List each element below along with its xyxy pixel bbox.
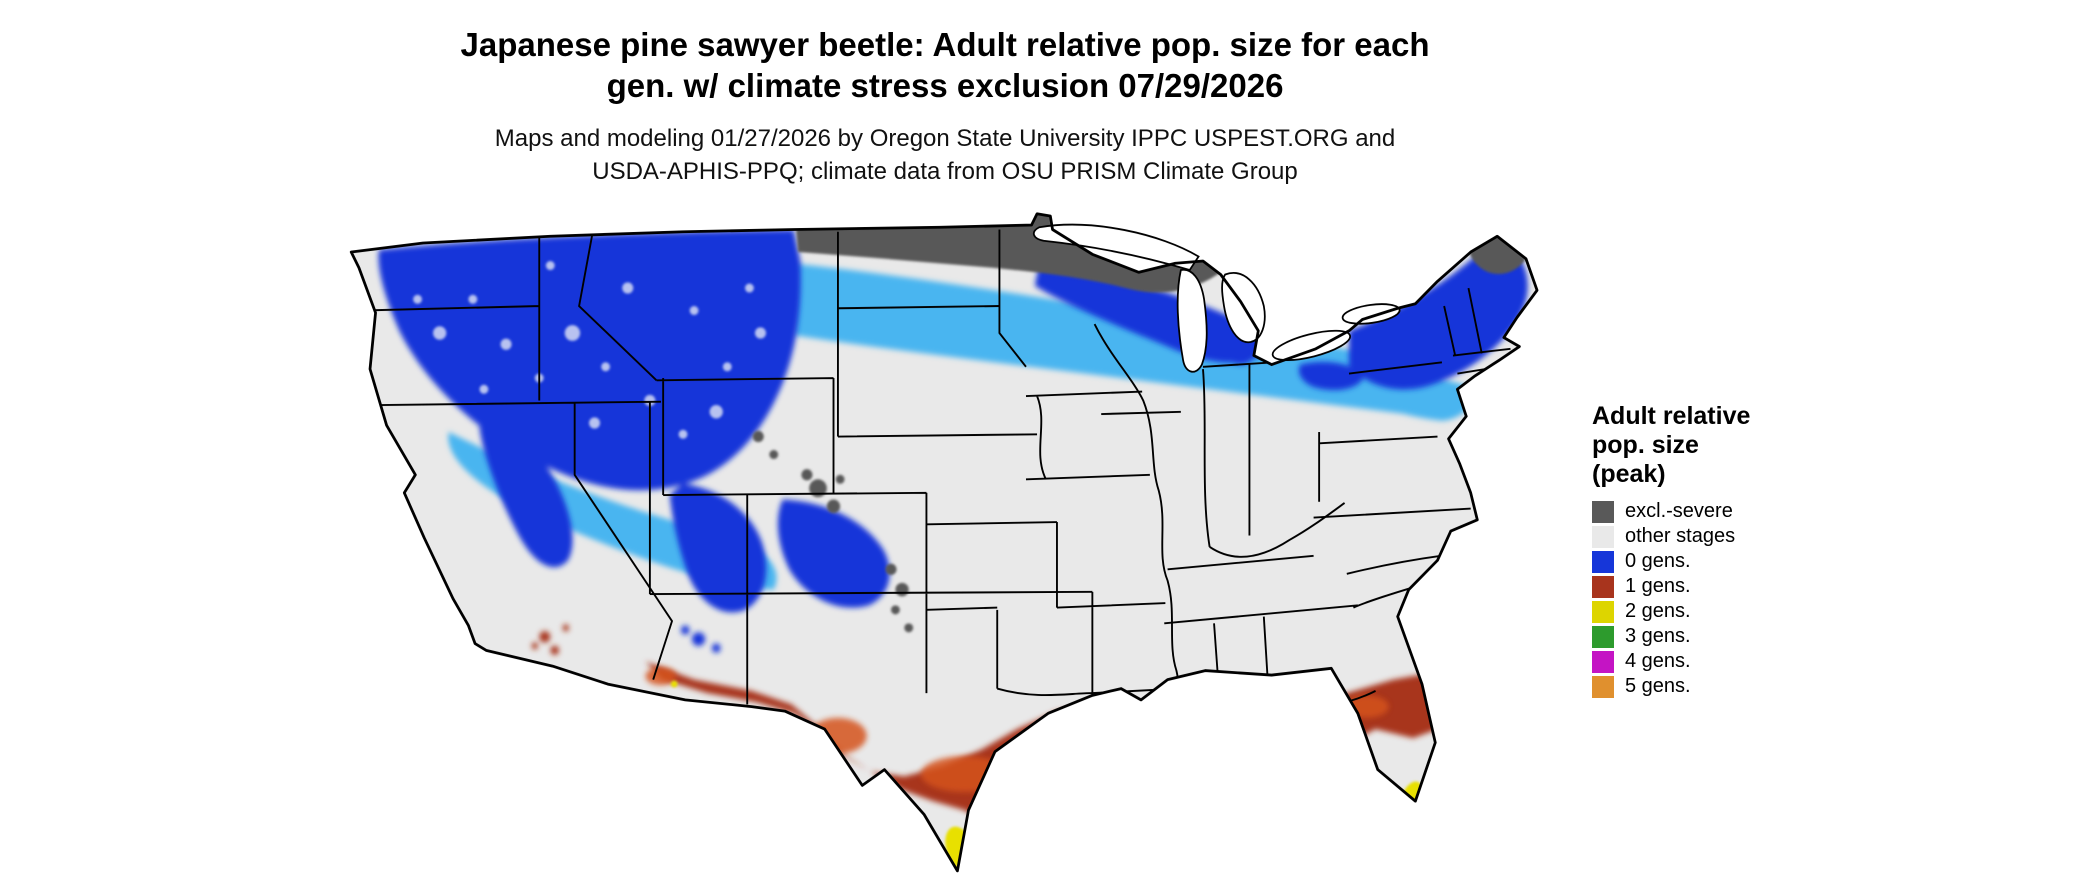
legend-title-line3: (peak) [1592,460,1666,488]
state-borders [362,229,1511,752]
legend-row: other stages [1592,524,1922,549]
us-map [318,198,1568,890]
legend-title: Adult relative pop. size (peak) [1592,402,1922,489]
legend-swatch-1-gens [1592,575,1614,598]
legend-swatch-other-stages [1592,525,1614,548]
legend-row: 2 gens. [1592,599,1922,624]
legend-label: excl.-severe [1625,500,1733,522]
map-title-line2: gen. w/ climate stress exclusion 07/29/2… [606,67,1284,104]
legend-row: 4 gens. [1592,649,1922,674]
legend-row: 1 gens. [1592,574,1922,599]
map-subtitle: Maps and modeling 01/27/2026 by Oregon S… [0,122,1890,188]
legend-swatch-4-gens [1592,650,1614,673]
header: Japanese pine sawyer beetle: Adult relat… [0,24,1890,188]
lake-michigan [1176,268,1208,373]
terrain-texture [413,261,767,439]
legend-label: 1 gens. [1625,575,1691,597]
legend-label: 5 gens. [1625,675,1691,697]
legend-label: 4 gens. [1625,650,1691,672]
legend: Adult relative pop. size (peak) excl.-se… [1592,402,1922,699]
legend-swatch-2-gens [1592,600,1614,623]
legend-label: other stages [1625,525,1736,547]
legend-label: 3 gens. [1625,625,1691,647]
us-outline [349,212,1539,873]
map-subtitle-line1: Maps and modeling 01/27/2026 by Oregon S… [494,125,1396,152]
lake-erie [1271,329,1351,361]
map-subtitle-line2: USDA-APHIS-PPQ; climate data from OSU PR… [592,158,1298,185]
legend-entries: excl.-severe other stages 0 gens. 1 gens… [1592,499,1922,699]
legend-swatch-5-gens [1592,675,1614,698]
us-map-svg [349,212,1539,873]
legend-swatch-3-gens [1592,625,1614,648]
legend-label: 2 gens. [1625,600,1691,622]
legend-label: 0 gens. [1625,550,1691,572]
legend-title-line2: pop. size [1592,431,1699,459]
legend-row: 5 gens. [1592,674,1922,699]
lake-ontario [1341,303,1401,325]
legend-swatch-0-gens [1592,550,1614,573]
legend-swatch-excl-severe [1592,500,1614,523]
map-title-line1: Japanese pine sawyer beetle: Adult relat… [460,26,1430,63]
legend-title-line1: Adult relative [1592,402,1751,430]
region-0-gens [378,229,1528,653]
lake-superior [1032,223,1200,272]
legend-row: excl.-severe [1592,499,1922,524]
legend-row: 0 gens. [1592,549,1922,574]
legend-row: 3 gens. [1592,624,1922,649]
